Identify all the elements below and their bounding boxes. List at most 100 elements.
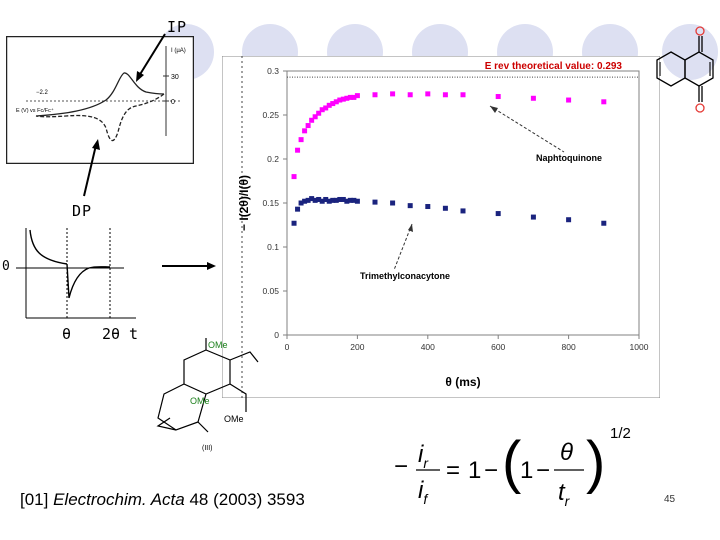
- trimethylconacytone-point: [333, 197, 339, 203]
- compound-label: (III): [202, 445, 213, 452]
- ip-label: IP: [167, 18, 188, 36]
- ome-bottom: OMe: [224, 414, 244, 424]
- formula-theta: θ: [560, 439, 573, 466]
- cv-y-tick-30: 30: [171, 74, 179, 81]
- main-scatter-chart: 00.050.10.150.20.250.30 200 400 600 800 1000 …: [222, 56, 660, 398]
- trimethylconacytone-point: [344, 198, 350, 204]
- naphthoquinone-point: [351, 94, 357, 100]
- naphthoquinone-point: [460, 92, 466, 98]
- trimethylconacytone-point: [354, 198, 360, 204]
- trimethylconacytone-point: [407, 203, 413, 209]
- naphthoquinone-point: [347, 94, 353, 100]
- citation-journal: Electrochim. Acta: [53, 490, 185, 509]
- trimethylconacytone-point: [309, 196, 315, 202]
- formula-paren-close: ): [586, 430, 605, 495]
- formula-exponent: 1/2: [610, 425, 631, 442]
- naphthoquinone-point: [291, 174, 297, 180]
- formula-paren-open: (: [502, 430, 521, 495]
- naphthoquinone-point: [302, 128, 308, 134]
- trimethylconacytone-point: [442, 205, 448, 211]
- nq-quinone-ring: [684, 51, 714, 87]
- decor-circle: [662, 24, 718, 80]
- two-theta-label: 2θ: [102, 325, 121, 343]
- molecule-structure: OMe OMe OMe (III): [156, 338, 259, 452]
- cv-panel: I (µA) 30 0 −2.2 E (V) vs Fc/Fc⁺: [6, 36, 194, 164]
- trimethylconacytone-point: [305, 197, 311, 203]
- naphthoquinone-point: [316, 110, 322, 116]
- cv-forward-trace: [35, 72, 165, 117]
- naphthoquinone-point: [330, 101, 336, 107]
- naphthoquinone-point: [326, 102, 332, 108]
- zero-label: 0: [2, 259, 10, 274]
- dp-arrow: [83, 144, 97, 197]
- naphthoquinone-point: [333, 99, 339, 105]
- x-tick-label: 800: [562, 342, 576, 352]
- naphthoquinone-point: [298, 137, 304, 143]
- formula-if: if: [418, 477, 429, 507]
- naphthoquinone-point: [425, 91, 431, 97]
- x-tick-label: 400: [421, 342, 435, 352]
- naphthoquinone-point: [295, 147, 301, 153]
- cv-y-unit: I (µA): [171, 48, 186, 54]
- naphthoquinone-point: [566, 97, 572, 103]
- cv-y-tick-0: 0: [171, 99, 175, 106]
- formula-tr: tr: [558, 479, 571, 509]
- ip-arrow: [138, 33, 166, 77]
- trimethylconacytone-point: [351, 197, 357, 203]
- ome-mid: OMe: [190, 396, 210, 406]
- chart-xlabel: θ (ms): [445, 375, 480, 389]
- dp-arrowhead: [92, 139, 100, 150]
- citation-details: 48 (2003) 3593: [189, 490, 305, 509]
- x-tick-label: 0: [285, 342, 290, 352]
- trimethylconacytone-point: [601, 220, 607, 226]
- trimethylconacytone-point: [330, 197, 336, 203]
- x-tick-label: 200: [350, 342, 364, 352]
- trimethylconacytone-point: [298, 200, 304, 206]
- formula-one: 1: [468, 457, 481, 484]
- nq-oxygen: [695, 103, 705, 113]
- naphthoquinone-point: [601, 99, 607, 105]
- cv-reverse-trace: [35, 93, 165, 142]
- formula-ir: ir: [418, 441, 429, 471]
- formula-minus: −: [394, 453, 408, 480]
- dp-sketch-forward-current: [29, 229, 68, 265]
- y-tick-label: 0.15: [262, 198, 279, 208]
- naphthoquinone-point: [390, 91, 396, 97]
- naphthoquinone-point: [442, 92, 448, 98]
- x-tick-label: 1000: [630, 342, 649, 352]
- dp-sketch: [16, 228, 136, 319]
- trimethylconacytone-point: [319, 198, 325, 204]
- annotation-naphthoquinone: Naphtoquinone: [536, 153, 602, 163]
- mol-bond: [197, 421, 209, 433]
- mol-ring: [183, 349, 231, 395]
- cv-x-tick: −2.2: [36, 90, 49, 96]
- mol-ring: [157, 383, 207, 431]
- annotation-arrow-trimethyl: [393, 223, 413, 271]
- link-arrowhead: [207, 262, 216, 270]
- naphthoquinone-point: [372, 92, 378, 98]
- trimethylconacytone-point: [460, 208, 466, 214]
- mol-bond: [229, 383, 247, 412]
- chart-frame: [222, 56, 660, 398]
- annotation-arrowhead-trimethyl: [408, 224, 413, 232]
- theta-label: θ: [62, 325, 72, 343]
- naphthoquinone-point: [319, 107, 325, 113]
- trimethylconacytone-point: [390, 200, 396, 206]
- dp-sketch-reverse-current: [66, 263, 111, 299]
- trimethylconacytone-point: [566, 217, 572, 223]
- naphthoquinone-point: [407, 92, 413, 98]
- slide-number: 45: [664, 494, 676, 505]
- citation: [01] Electrochim. Acta 48 (2003) 3593: [20, 490, 305, 510]
- x-tick-label: 600: [491, 342, 505, 352]
- annotation-trimethylconacytone: Trimethylconacytone: [360, 271, 450, 281]
- formula-minus3: −: [536, 457, 550, 484]
- formula-equals: =: [446, 457, 460, 484]
- naphthoquinone-point: [340, 96, 346, 102]
- y-tick-label: 0.2: [267, 154, 279, 164]
- trimethylconacytone-point: [340, 196, 346, 202]
- trimethylconacytone-point: [347, 197, 353, 203]
- nq-oxygen: [695, 26, 705, 36]
- y-tick-label: 0.05: [262, 286, 279, 296]
- naphthoquinone-point: [495, 94, 501, 100]
